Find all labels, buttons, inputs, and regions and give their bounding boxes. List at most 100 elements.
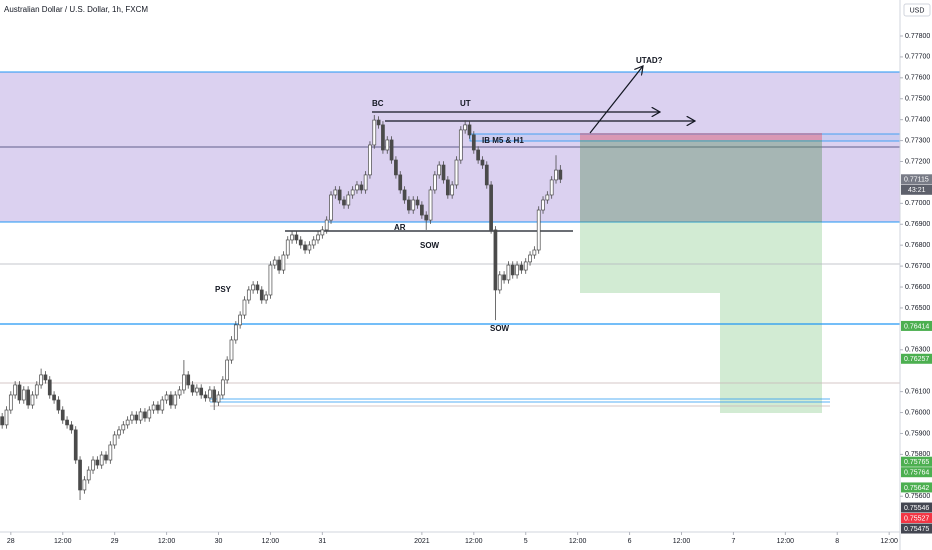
candle-body xyxy=(147,409,152,419)
candle-body xyxy=(428,189,433,221)
candle-body xyxy=(281,254,286,271)
candle-body xyxy=(186,374,191,386)
price-label xyxy=(901,353,932,364)
candle-body xyxy=(169,394,173,406)
y-tick-label: 0.77000 xyxy=(905,200,930,207)
candle-body xyxy=(484,164,489,186)
candle-body xyxy=(316,234,320,241)
x-tick-label: 2021 xyxy=(414,538,430,545)
candle-body xyxy=(0,416,5,426)
candle-body xyxy=(368,144,372,176)
candle-body xyxy=(143,411,147,419)
price-label-text: 0.75475 xyxy=(904,526,929,533)
candle-body xyxy=(225,359,230,381)
x-tick-label: 28 xyxy=(7,538,15,545)
price-label xyxy=(901,513,932,524)
candle-body xyxy=(458,129,463,161)
candle-body xyxy=(411,199,416,211)
candle-body xyxy=(311,239,316,246)
candle-body xyxy=(104,454,108,461)
y-tick-label: 0.76700 xyxy=(905,263,930,270)
candle-body xyxy=(467,124,472,136)
candle-body xyxy=(26,389,30,406)
candle-body xyxy=(238,314,242,326)
candle-body xyxy=(173,394,178,406)
x-tick-label: 30 xyxy=(215,538,223,545)
candle-body xyxy=(39,374,43,386)
candle-body xyxy=(125,419,130,426)
x-tick-label: 7 xyxy=(731,538,735,545)
candle-body xyxy=(372,119,377,146)
candle-body xyxy=(493,229,498,291)
candle-body xyxy=(510,264,515,276)
price-label-text: 0.76414 xyxy=(904,323,929,330)
candle-body xyxy=(415,199,420,206)
countdown: 43:21 xyxy=(908,187,926,194)
y-tick-label: 0.75900 xyxy=(905,430,930,437)
candle-body xyxy=(355,184,359,191)
candle-body xyxy=(480,159,485,166)
candle-body xyxy=(346,194,351,206)
candle-body xyxy=(528,254,532,263)
price-label-text: 0.75765 xyxy=(904,459,929,466)
candle-body xyxy=(363,174,368,191)
candle-body xyxy=(8,394,13,411)
x-tick-label: 12:00 xyxy=(465,538,483,545)
y-tick-label: 0.76100 xyxy=(905,388,930,395)
y-tick-label: 0.76900 xyxy=(905,221,930,228)
candle-body xyxy=(52,394,56,401)
candle-body xyxy=(4,409,9,426)
candle-body xyxy=(523,261,528,271)
x-tick-label: 12:00 xyxy=(158,538,176,545)
candle-body xyxy=(82,479,87,491)
target-zone xyxy=(580,140,822,293)
price-label-text: 0.75527 xyxy=(904,515,929,522)
candle-body xyxy=(164,394,169,401)
y-tick-label: 0.77600 xyxy=(905,75,930,82)
y-tick-label: 0.75600 xyxy=(905,493,930,500)
candle-body xyxy=(13,384,17,396)
candle-body xyxy=(277,259,281,271)
candle-body xyxy=(60,409,65,421)
candle-body xyxy=(21,389,26,401)
candle-body xyxy=(471,134,476,151)
y-tick-label: 0.77300 xyxy=(905,137,930,144)
x-tick-label: 31 xyxy=(318,538,326,545)
price-label-text: 0.75764 xyxy=(904,470,929,477)
candle-body xyxy=(65,419,69,426)
candle-body xyxy=(272,259,277,266)
candle-body xyxy=(264,294,268,301)
x-tick-label: 12:00 xyxy=(54,538,72,545)
candle-body xyxy=(324,219,329,231)
candle-body xyxy=(138,411,143,421)
candle-body xyxy=(190,384,195,393)
candle-body xyxy=(255,284,260,291)
candle-body xyxy=(329,194,333,221)
candle-body xyxy=(294,234,299,241)
candle-body xyxy=(151,404,156,411)
candle-body xyxy=(454,159,459,186)
y-tick-label: 0.77500 xyxy=(905,96,930,103)
price-label xyxy=(901,467,932,478)
candle-body xyxy=(86,469,91,481)
candle-body xyxy=(506,264,511,281)
annotation: AR xyxy=(394,223,406,232)
candle-body xyxy=(246,289,251,301)
x-tick-label: 6 xyxy=(628,538,632,545)
x-tick-label: 29 xyxy=(111,538,119,545)
candle-body xyxy=(320,229,325,236)
candle-body xyxy=(130,414,134,421)
price-label-text: 0.75546 xyxy=(904,505,929,512)
candle-body xyxy=(298,239,303,246)
candle-body xyxy=(56,399,61,411)
x-axis-bg xyxy=(0,532,932,550)
x-tick-label: 12:00 xyxy=(569,538,587,545)
candle-body xyxy=(242,299,247,316)
candle-body xyxy=(177,389,182,396)
candle-body xyxy=(117,429,121,436)
currency-button[interactable] xyxy=(903,3,931,17)
candle-body xyxy=(558,169,563,180)
candle-body xyxy=(402,189,407,201)
candle-body xyxy=(394,159,398,176)
